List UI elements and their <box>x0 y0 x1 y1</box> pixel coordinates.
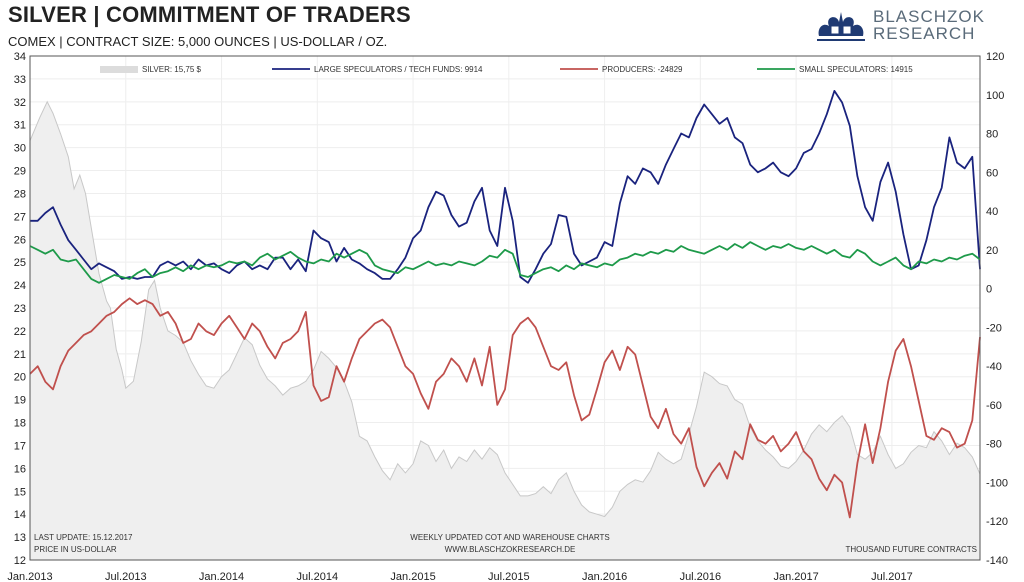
left-tick-label: 26 <box>14 234 26 246</box>
legend: SILVER: 15,75 $ LARGE SPECULATORS / TECH … <box>100 65 913 74</box>
left-axis: 12 13 14 15 16 17 18 19 20 21 22 23 24 25 26 27 28 29 30 31… <box>14 51 26 567</box>
right-tick-label: -60 <box>986 400 1002 412</box>
x-tick-label: Jul.2016 <box>680 571 722 582</box>
left-tick-label: 22 <box>14 326 26 338</box>
right-tick-label: 80 <box>986 129 998 141</box>
right-tick-label: -120 <box>986 516 1008 528</box>
left-tick-label: 12 <box>14 555 26 567</box>
chart-subtitle: COMEX | CONTRACT SIZE: 5,000 OUNCES | US… <box>8 34 388 49</box>
logo-line1: BLASCHZOK <box>873 7 985 26</box>
x-axis: Jan.2013 Jul.2013 Jan.2014 Jul.2014 Jan.2015… <box>7 571 912 582</box>
x-tick-label: Jan.2014 <box>199 571 244 582</box>
left-tick-label: 29 <box>14 166 26 178</box>
large-speculators-tech-funds-line <box>30 90 981 284</box>
x-tick-label: Jan.2016 <box>582 571 627 582</box>
center-note-2: WWW.BLASCHZOKRESEARCH.DE <box>445 545 576 554</box>
left-tick-label: 30 <box>14 143 26 155</box>
price-unit-note: PRICE IN US-DOLLAR <box>34 545 117 554</box>
small-speculators-line <box>29 241 981 284</box>
legend-label-large-speculators-tech-funds: LARGE SPECULATORS / TECH FUNDS: 9914 <box>314 65 483 74</box>
right-axis: 120 100 80 60 40 20 0 -20 -40 -60 -80 -100 -120 -140 <box>986 51 1008 567</box>
series-layer <box>29 90 981 561</box>
legend-label-silver: SILVER: 15,75 $ <box>142 65 202 74</box>
right-tick-label: -100 <box>986 477 1008 489</box>
last-update-note: LAST UPDATE: 15.12.2017 <box>34 533 133 542</box>
right-unit-note: THOUSAND FUTURE CONTRACTS <box>845 545 977 554</box>
notes: LAST UPDATE: 15.12.2017 PRICE IN US-DOLL… <box>34 533 977 554</box>
right-tick-label: -140 <box>986 555 1008 567</box>
left-tick-label: 23 <box>14 303 26 315</box>
left-tick-label: 25 <box>14 257 26 269</box>
left-tick-label: 13 <box>14 532 26 544</box>
left-tick-label: 28 <box>14 188 26 200</box>
logo-emblem-icon <box>817 12 865 41</box>
left-tick-label: 19 <box>14 395 26 407</box>
center-note-1: WEEKLY UPDATED COT AND WAREHOUSE CHARTS <box>410 533 609 542</box>
right-tick-label: -20 <box>986 322 1002 334</box>
left-tick-label: 20 <box>14 372 26 384</box>
left-tick-label: 15 <box>14 486 26 498</box>
right-tick-label: -40 <box>986 361 1002 373</box>
x-tick-label: Jan.2013 <box>7 571 52 582</box>
silver-area <box>30 101 980 561</box>
chart-title: SILVER | COMMITMENT OF TRADERS <box>8 2 411 27</box>
right-tick-label: 60 <box>986 167 998 179</box>
left-tick-label: 34 <box>14 51 26 63</box>
left-tick-label: 24 <box>14 280 26 292</box>
producers-line <box>29 297 981 519</box>
x-tick-label: Jul.2014 <box>297 571 339 582</box>
x-tick-label: Jul.2017 <box>871 571 913 582</box>
left-tick-label: 32 <box>14 97 26 109</box>
left-tick-label: 14 <box>14 509 26 521</box>
left-tick-label: 33 <box>14 74 26 86</box>
right-tick-label: 120 <box>986 51 1004 63</box>
right-tick-label: -80 <box>986 439 1002 451</box>
silver-line <box>29 100 981 518</box>
right-tick-label: 100 <box>986 90 1004 102</box>
x-tick-label: Jul.2015 <box>488 571 530 582</box>
left-tick-label: 18 <box>14 418 26 430</box>
x-tick-label: Jan.2017 <box>773 571 818 582</box>
left-tick-label: 31 <box>14 120 26 132</box>
blaschzok-logo: BLASCHZOK RESEARCH <box>815 6 1015 46</box>
left-tick-label: 16 <box>14 463 26 475</box>
x-tick-label: Jan.2015 <box>390 571 435 582</box>
right-tick-label: 20 <box>986 245 998 257</box>
left-tick-label: 27 <box>14 211 26 223</box>
x-tick-label: Jul.2013 <box>105 571 147 582</box>
plot-border <box>29 55 981 561</box>
legend-label-small-speculators: SMALL SPECULATORS: 14915 <box>799 65 913 74</box>
left-tick-label: 21 <box>14 349 26 361</box>
right-tick-label: 0 <box>986 284 992 296</box>
right-tick-label: 40 <box>986 206 998 218</box>
logo-line2: RESEARCH <box>873 24 976 43</box>
legend-swatch-silver <box>100 66 138 73</box>
left-tick-label: 17 <box>14 440 26 452</box>
legend-label-producers: PRODUCERS: -24829 <box>602 65 683 74</box>
